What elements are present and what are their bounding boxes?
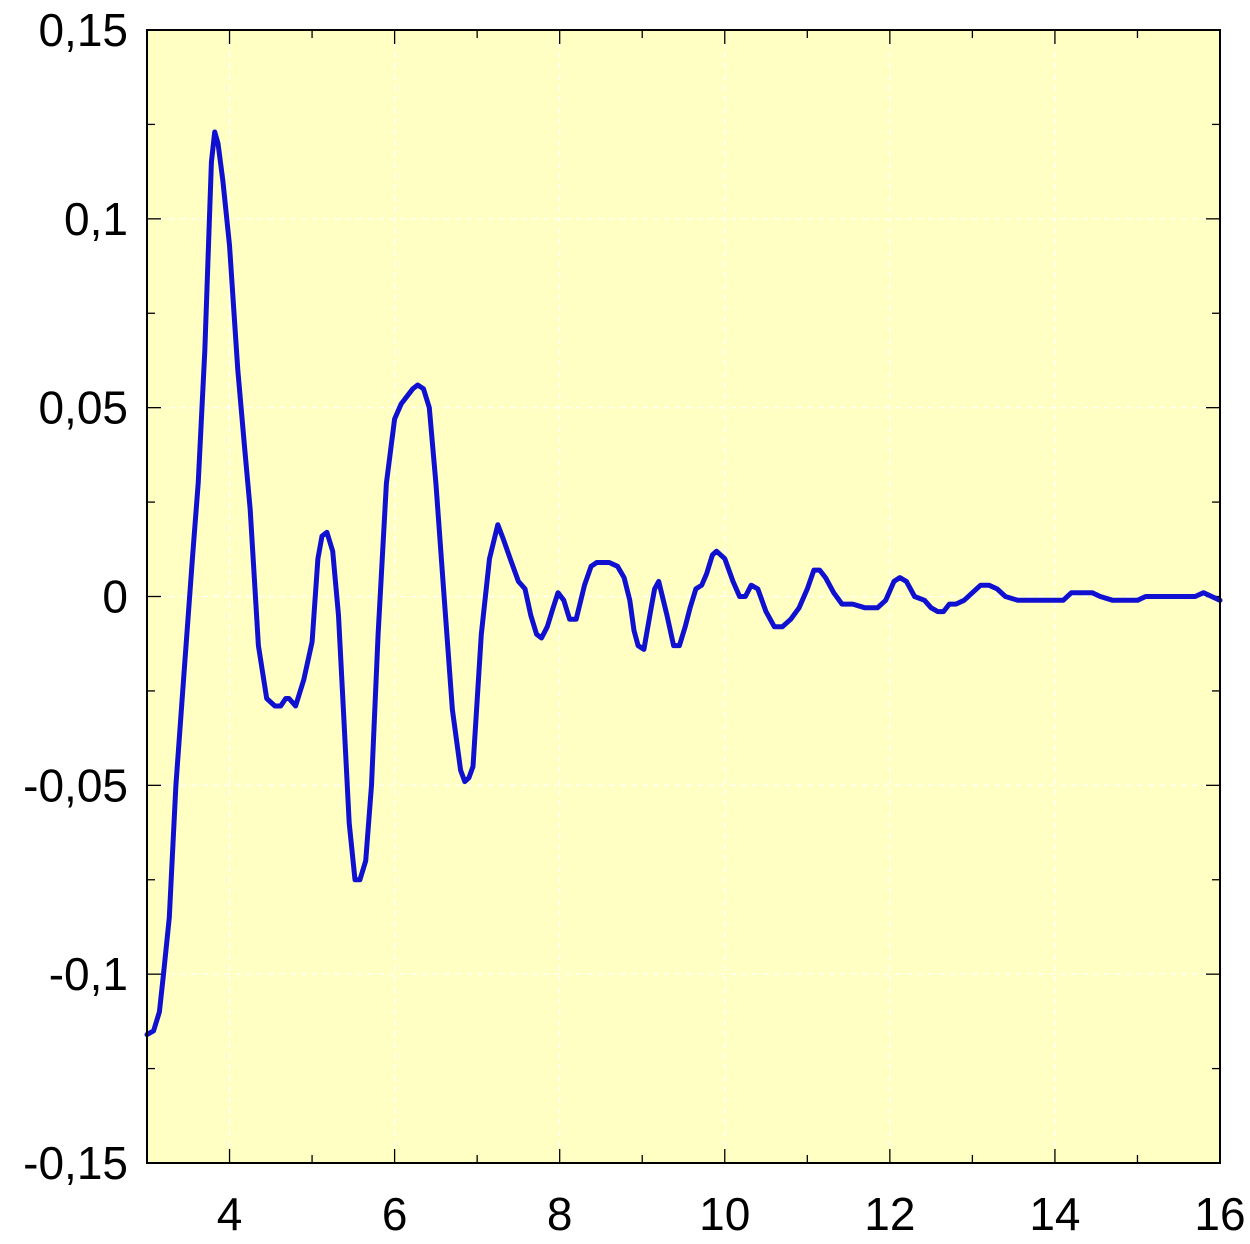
plot-frame xyxy=(146,29,1221,1164)
y-tick-label: 0,1 xyxy=(64,193,128,245)
y-tick-label: 0,15 xyxy=(38,4,128,56)
x-tick-label: 4 xyxy=(217,1188,243,1240)
y-tick-label: 0,05 xyxy=(38,382,128,434)
y-tick-label: -0,1 xyxy=(49,948,128,1000)
x-tick-label: 8 xyxy=(547,1188,573,1240)
series-line xyxy=(144,129,1223,1038)
y-tick-label: -0,15 xyxy=(23,1137,128,1189)
plot-area xyxy=(147,30,1220,1163)
x-tick-label: 14 xyxy=(1029,1188,1080,1240)
x-tick-label: 16 xyxy=(1194,1188,1245,1240)
x-tick-label: 10 xyxy=(699,1188,750,1240)
y-tick-label: 0 xyxy=(102,571,128,623)
x-tick-label: 6 xyxy=(382,1188,408,1240)
y-tick-label: -0,05 xyxy=(23,759,128,811)
x-tick-label: 12 xyxy=(864,1188,915,1240)
x-axis-labels: 4 6 8 10 12 14 16 xyxy=(217,1188,1246,1240)
y-axis-labels: 0,15 0,1 0,05 0 -0,05 -0,1 -0,15 xyxy=(23,4,128,1189)
